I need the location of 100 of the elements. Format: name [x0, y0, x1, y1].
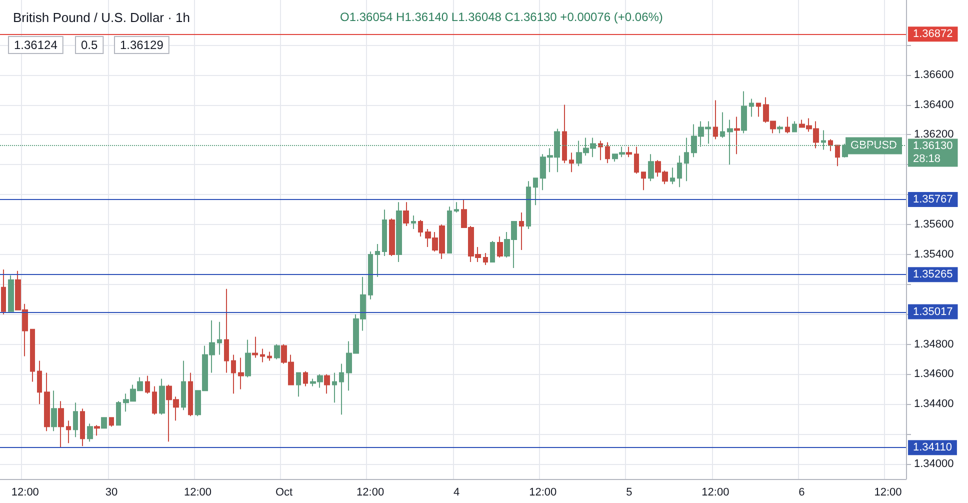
candlestick — [1, 268, 6, 315]
candlestick — [389, 218, 395, 256]
candlestick — [447, 206, 452, 254]
ref-line-label: 1.35265 — [913, 268, 953, 281]
candlestick — [260, 348, 265, 363]
candlestick — [519, 212, 524, 250]
candlestick — [720, 112, 725, 138]
candlestick — [231, 354, 236, 394]
annotation: 1.36129 — [120, 38, 164, 52]
candlestick — [749, 98, 754, 118]
candlestick — [252, 336, 258, 358]
candlestick — [777, 125, 783, 134]
candlestick — [30, 328, 35, 382]
candlestick — [58, 400, 64, 448]
candlestick — [828, 138, 833, 152]
candlestick — [526, 180, 531, 230]
y-tick-label: 1.34000 — [914, 458, 954, 470]
candlestick — [756, 102, 761, 118]
candlestick — [101, 417, 107, 429]
candlestick — [324, 374, 330, 394]
candlestick — [490, 240, 495, 262]
x-tick-label: 12:00 — [702, 486, 730, 498]
candlestick — [152, 386, 157, 416]
candlestick — [598, 140, 603, 161]
candlestick — [87, 423, 93, 442]
candlestick — [267, 351, 272, 362]
x-tick-label: 12:00 — [11, 486, 39, 498]
annotation: 0.5 — [81, 38, 98, 52]
candlestick — [217, 321, 222, 356]
candlestick — [734, 116, 740, 155]
candlestick — [332, 372, 337, 404]
x-tick-label: 12:00 — [874, 486, 902, 498]
candlestick — [44, 372, 50, 432]
candlestick — [94, 424, 100, 436]
candlestick — [37, 360, 42, 405]
candlestick — [181, 360, 186, 411]
candlestick — [454, 202, 459, 214]
y-tick-label: 1.35600 — [914, 218, 954, 231]
ref-line-label: 1.35767 — [913, 194, 953, 206]
x-tick-label: 12:00 — [184, 486, 212, 498]
candlestick — [569, 152, 574, 173]
candlestick — [835, 144, 840, 167]
x-tick-label: 12:00 — [356, 486, 384, 498]
x-tick-label: Oct — [275, 486, 293, 498]
candlestick — [51, 390, 57, 432]
candlestick — [274, 344, 280, 360]
candlestick — [634, 146, 639, 174]
candlestick — [188, 372, 193, 417]
candlestick — [483, 252, 488, 266]
candlestick — [648, 154, 654, 182]
candlestick — [533, 178, 538, 206]
candlestick — [605, 142, 610, 164]
y-tick-label: 1.35400 — [914, 248, 954, 260]
candlestick — [116, 400, 121, 426]
candlestick — [641, 172, 646, 191]
candlestick — [741, 90, 747, 134]
candlestick — [159, 378, 165, 416]
x-tick-label: 4 — [454, 486, 460, 498]
y-tick-label: 1.36600 — [914, 68, 954, 81]
candlestick — [80, 408, 85, 447]
candlestick — [296, 372, 301, 398]
candlestick — [403, 202, 409, 227]
y-tick-label: 1.36400 — [914, 98, 954, 111]
candlestick — [145, 375, 150, 394]
text: British Pound / U.S. Dollar · 1h — [13, 10, 190, 25]
ref-line-label: 1.34110 — [913, 442, 952, 454]
candlestick — [382, 209, 387, 256]
candlestick — [785, 116, 790, 134]
y-tick-label: 1.34800 — [914, 338, 954, 350]
candlestick — [368, 250, 373, 300]
candlestick — [109, 417, 114, 428]
candlestick — [677, 155, 682, 188]
text: O1.36054 H1.36140 L1.36048 C1.36130 +0.00076 (+0.06%) — [340, 10, 663, 24]
candlestick — [396, 202, 402, 262]
candlestick — [497, 236, 503, 258]
y-tick-label: 1.34400 — [914, 398, 954, 410]
x-tick-label: 30 — [105, 486, 118, 498]
y-tick-label: 1.34600 — [914, 368, 954, 380]
ref-line-label: 1.36130 28:18 — [913, 140, 953, 166]
candlestick — [670, 167, 675, 185]
candlestick — [626, 146, 632, 158]
ref-line-label: 1.36872 — [913, 28, 953, 40]
candlestick — [562, 104, 567, 164]
x-tick-label: 6 — [798, 486, 805, 498]
candlestick — [339, 363, 344, 416]
x-tick-label: 12:00 — [529, 486, 557, 498]
candlestick — [8, 274, 14, 312]
candlestick — [66, 420, 71, 444]
candlestick — [375, 243, 380, 278]
candlestick — [411, 215, 416, 230]
x-tick-label: 5 — [626, 486, 632, 498]
candlestick — [245, 339, 251, 378]
candlestick — [238, 357, 244, 390]
annotation: 1.36124 — [14, 38, 58, 52]
candlestick — [418, 220, 423, 238]
candlestick — [303, 370, 308, 387]
candlestick — [792, 120, 797, 132]
candlestick — [713, 100, 718, 140]
candlestick — [224, 288, 229, 374]
candlestick — [73, 402, 78, 438]
